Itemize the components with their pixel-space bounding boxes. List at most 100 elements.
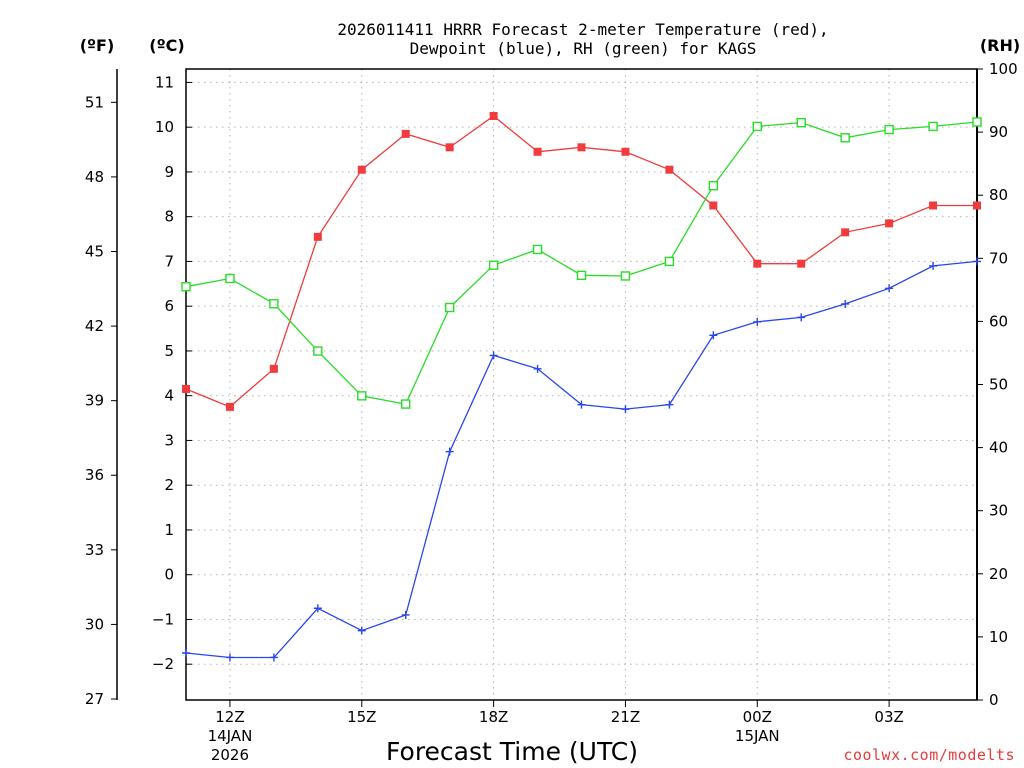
dewpoint-point	[753, 317, 762, 326]
fahrenheit-unit-label: (ºF)	[80, 36, 115, 55]
temperature-point	[313, 232, 322, 241]
rh-point	[181, 281, 191, 292]
temperature-point	[621, 147, 630, 156]
chart-title-line-1: 2026011411 HRRR Forecast 2-meter Tempera…	[337, 20, 828, 39]
rh-tick-label: 60	[989, 312, 1008, 330]
fahrenheit-tick-label: 42	[85, 317, 104, 335]
dewpoint-point	[885, 284, 894, 293]
rh-point	[444, 302, 455, 313]
rh-line	[185, 121, 978, 405]
temperature-point	[182, 384, 190, 393]
rh-tick-label: 10	[989, 628, 1008, 646]
temperature-point	[973, 201, 981, 210]
rh-point	[401, 399, 411, 409]
dewpoint-point	[313, 604, 322, 613]
temperature-point	[401, 129, 410, 138]
grid-lines	[186, 69, 977, 700]
temperature-point	[665, 165, 674, 174]
rh-tick-label: 80	[989, 186, 1008, 204]
time-tick-label: 12Z	[215, 708, 244, 726]
temperature-point	[577, 143, 586, 152]
dewpoint-point	[709, 331, 718, 340]
x-axis-title: Forecast Time (UTC)	[386, 737, 638, 766]
dewpoint-point	[182, 649, 190, 658]
rh-point	[840, 133, 850, 143]
time-tick-label: 21Z	[611, 708, 640, 726]
rh-tick-label: 20	[989, 565, 1008, 583]
rh-point	[884, 124, 894, 135]
dewpoint-point	[621, 405, 630, 414]
celsius-unit-label: (ºC)	[149, 36, 184, 55]
time-tick-label: 03Z	[874, 708, 903, 726]
temperature-point	[929, 201, 938, 210]
dewpoint-point	[489, 351, 498, 360]
temperature-point	[797, 259, 806, 268]
temperature-point	[489, 111, 498, 120]
celsius-tick-label: 5	[164, 342, 174, 360]
celsius-tick-label: 1	[164, 521, 174, 539]
rh-point	[796, 117, 806, 128]
fahrenheit-tick-label: 51	[85, 93, 104, 111]
dewpoint-point	[401, 610, 410, 619]
temperature-point	[269, 364, 278, 373]
temperature-point	[445, 143, 454, 152]
rh-point	[664, 256, 675, 267]
celsius-tick-label: 7	[164, 252, 174, 270]
dewpoint-point	[533, 364, 542, 373]
celsius-tick-label: 11	[155, 73, 174, 91]
axes	[111, 68, 983, 707]
chart-title-line-2: Dewpoint (blue), RH (green) for KAGS	[410, 39, 757, 58]
dewpoint-point	[225, 653, 234, 662]
series-layer	[181, 111, 982, 662]
celsius-tick-label: −2	[152, 655, 174, 673]
dewpoint-point	[973, 257, 981, 266]
time-tick-label: 00Z	[743, 708, 772, 726]
rh-unit-label: (RH)	[980, 36, 1020, 55]
dewpoint-point	[841, 299, 850, 308]
dewpoint-point	[929, 261, 938, 270]
celsius-tick-label: 9	[164, 163, 174, 181]
rh-point	[708, 181, 719, 191]
time-tick-label: 15Z	[347, 708, 376, 726]
rh-tick-label: 0	[989, 691, 999, 709]
dewpoint-point	[577, 400, 586, 409]
date-label: 15JAN	[735, 727, 780, 745]
temperature-point	[225, 402, 234, 411]
plot-frame	[185, 68, 978, 701]
fahrenheit-tick-label: 48	[85, 168, 104, 186]
fahrenheit-tick-label: 36	[85, 466, 104, 484]
temperature-point	[841, 228, 850, 237]
celsius-tick-label: 3	[164, 431, 174, 449]
fahrenheit-tick-label: 39	[85, 392, 104, 410]
fahrenheit-tick-label: 27	[85, 690, 104, 708]
rh-point	[972, 117, 982, 127]
temperature-point	[753, 259, 762, 268]
fahrenheit-tick-label: 45	[85, 242, 104, 260]
fahrenheit-tick-label: 30	[85, 615, 104, 633]
dewpoint-point	[269, 653, 278, 662]
temperature-point	[709, 201, 718, 210]
rh-tick-label: 70	[989, 249, 1008, 267]
dewpoint-point	[445, 447, 454, 456]
rh-point	[752, 121, 762, 132]
rh-point	[313, 346, 323, 356]
date-label: 14JAN	[208, 727, 253, 745]
year-label: 2026	[211, 746, 249, 764]
rh-point	[269, 299, 279, 309]
celsius-tick-label: 2	[164, 476, 174, 494]
time-tick-label: 18Z	[479, 708, 508, 726]
rh-point	[928, 121, 938, 132]
temperature-point	[533, 147, 542, 156]
celsius-tick-label: 4	[164, 387, 174, 405]
celsius-tick-label: 0	[164, 566, 174, 584]
credit-text: coolwx.com/modelts	[843, 746, 1015, 764]
dewpoint-point	[797, 313, 806, 322]
fahrenheit-tick-label: 33	[85, 541, 104, 559]
rh-tick-label: 50	[989, 376, 1008, 394]
dewpoint-point	[665, 400, 674, 409]
rh-tick-label: 30	[989, 502, 1008, 520]
rh-tick-label: 40	[989, 439, 1008, 457]
temperature-point	[357, 165, 366, 174]
